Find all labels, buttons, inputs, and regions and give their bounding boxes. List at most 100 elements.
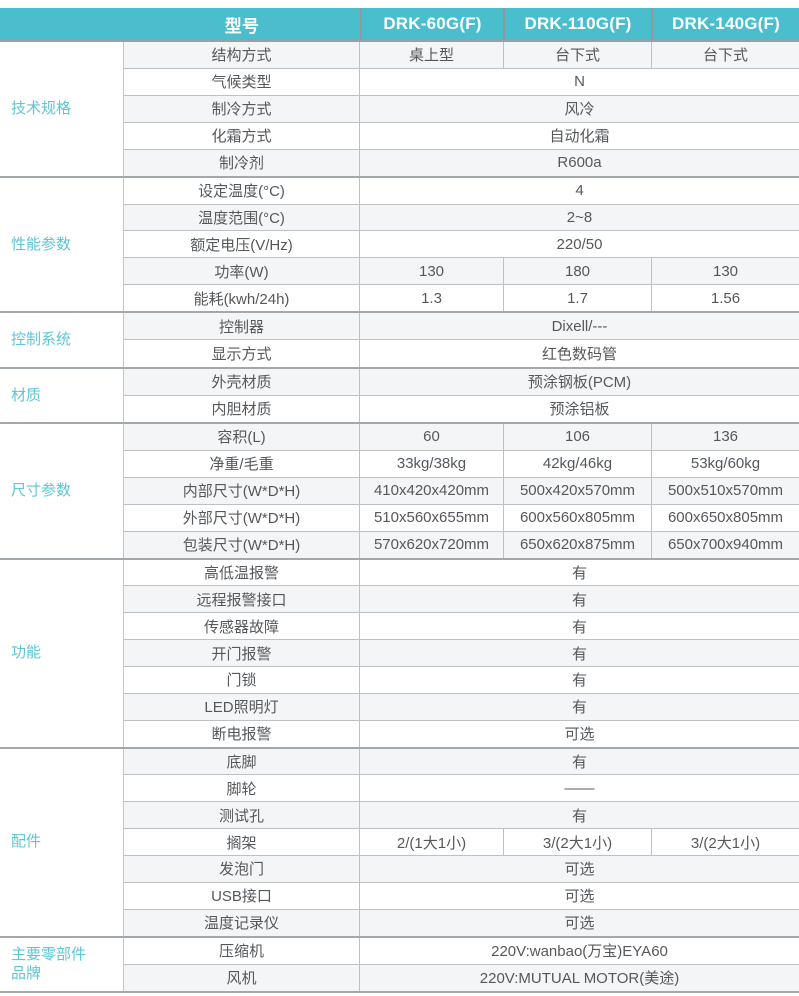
value-cell: 42kg/46kg (503, 450, 651, 477)
row-values: 220/50 (360, 231, 799, 257)
table-row: 温度记录仪 可选 (124, 908, 799, 936)
table-row: 断电报警 可选 (124, 719, 799, 747)
value-cell: 1.7 (503, 285, 651, 312)
row-label: 结构方式 (124, 42, 360, 68)
value-cell-merged: 自动化霜 (549, 128, 610, 146)
row-label: 气候类型 (124, 68, 360, 95)
value-cell: 650x700x940mm (651, 531, 799, 558)
header-model-drk-110g: DRK-110G(F) (503, 8, 651, 40)
row-label: 高低温报警 (124, 559, 360, 586)
category-label: 技术规格 (0, 42, 124, 176)
group-rows: 设定温度(°C) 4 温度范围(°C) 2~8 额定电压(V/Hz) 220/50 功率(W… (124, 177, 799, 312)
table-row: 远程报警接口 有 (124, 585, 799, 613)
table-row: USB接口 可选 (124, 881, 799, 909)
value-cell-merged: 有 (571, 591, 587, 609)
row-label: 压缩机 (124, 937, 360, 964)
value-cell: 桌上型 (408, 47, 454, 65)
value-cell: 500x420x570mm (503, 477, 651, 504)
value-cell: 136 (651, 424, 799, 450)
row-label: 能耗(kwh/24h) (124, 285, 360, 312)
row-values: 桌上型 台下式 台下式 (360, 42, 799, 68)
value-cell-merged: 有 (571, 807, 587, 825)
value-cell: 3/(2大1小) (651, 829, 799, 856)
row-values: Dixell/--- (360, 313, 799, 339)
value-cell-merged: 可选 (564, 726, 595, 744)
group-rows: 外壳材质 预涂钢板(PCM) 内胆材质 预涂铝板 (124, 368, 799, 423)
group-rows: 容积(L) 60 106 136 净重/毛重 33kg/38kg 42kg/46kg 53kg… (124, 424, 799, 558)
value-cell-merged: 有 (571, 699, 587, 717)
spec-group: 材质 外壳材质 预涂钢板(PCM) 内胆材质 预涂铝板 (0, 368, 799, 424)
category-label: 功能 (0, 559, 124, 747)
group-rows: 压缩机 220V:wanbao(万宝)EYA60 风机 220V:MUTUAL MOT… (124, 937, 799, 992)
header-model-label: 型号 (224, 16, 260, 36)
value-cell-merged: 可选 (564, 888, 595, 906)
row-values: 410x420x420mm 500x420x570mm 500x510x570mm (360, 477, 799, 504)
table-row: 能耗(kwh/24h) 1.3 1.7 1.56 (124, 284, 799, 312)
spec-group: 尺寸参数 容积(L) 60 106 136 净重/毛重 33kg/38kg 42kg/46kg… (0, 424, 799, 560)
value-cell-merged: 风冷 (564, 101, 595, 119)
value-cell-merged: 可选 (564, 915, 595, 933)
table-row: 外壳材质 预涂钢板(PCM) (124, 368, 799, 395)
row-label: 风机 (124, 964, 360, 992)
table-row: 发泡门 可选 (124, 855, 799, 882)
row-values: 2~8 (360, 205, 799, 231)
value-cell-merged: Dixell/--- (551, 317, 608, 335)
row-label: LED照明灯 (124, 693, 360, 720)
value-cell: 130 (418, 262, 445, 280)
value-cell: 500x510x570mm (651, 477, 799, 504)
table-row: 结构方式 桌上型 台下式 台下式 (124, 42, 799, 68)
row-values: 可选 (360, 910, 799, 936)
table-row: LED照明灯 有 (124, 692, 799, 720)
row-values: 4 (360, 178, 799, 204)
row-label: 远程报警接口 (124, 586, 360, 613)
row-values: 自动化霜 (360, 123, 799, 149)
row-label: 外壳材质 (124, 368, 360, 395)
table-body: 技术规格 结构方式 桌上型 台下式 台下式 气候类型 N 制冷方式 风冷 化霜方式 自动化霜 制冷剂 R… (0, 42, 799, 993)
category-label: 控制系统 (0, 313, 124, 367)
table-row: 化霜方式 自动化霜 (124, 121, 799, 149)
row-values: 有 (360, 802, 799, 828)
value-cell-merged: 可选 (564, 861, 595, 879)
row-values: 红色数码管 (360, 340, 799, 366)
row-values: 可选 (360, 721, 799, 747)
table-row: 包装尺寸(W*D*H) 570x620x720mm 650x620x875mm 650… (124, 530, 799, 558)
row-label: 温度范围(°C) (124, 204, 360, 231)
value-cell: 1.3 (421, 289, 442, 307)
value-cell: 106 (503, 424, 651, 450)
value-cell: 台下式 (651, 42, 799, 68)
spec-group: 技术规格 结构方式 桌上型 台下式 台下式 气候类型 N 制冷方式 风冷 化霜方式 自动化霜 制冷剂 R… (0, 42, 799, 178)
row-label: 发泡门 (124, 856, 360, 882)
category-label: 材质 (0, 368, 124, 422)
table-row: 制冷方式 风冷 (124, 94, 799, 122)
value-cell: 600x560x805mm (503, 504, 651, 531)
row-values: 可选 (360, 883, 799, 909)
row-values: 可选 (360, 856, 799, 882)
row-label: 传感器故障 (124, 613, 360, 640)
table-row: 气候类型 N (124, 67, 799, 95)
category-label: 主要零部件 品牌 (0, 937, 124, 991)
row-label: 制冷剂 (124, 149, 360, 176)
row-values: 220V:wanbao(万宝)EYA60 (360, 938, 799, 964)
value-cell-merged: 4 (575, 182, 584, 200)
header-model-drk-60g: DRK-60G(F) (360, 8, 503, 40)
row-label: 门锁 (124, 667, 360, 693)
table-row: 额定电压(V/Hz) 220/50 (124, 230, 799, 258)
table-row: 门锁 有 (124, 666, 799, 693)
row-label: 化霜方式 (124, 122, 360, 149)
value-cell: 570x620x720mm (373, 536, 490, 554)
row-values: 130 180 130 (360, 258, 799, 285)
table-row: 内部尺寸(W*D*H) 410x420x420mm 500x420x570mm 500… (124, 476, 799, 504)
row-values: 570x620x720mm 650x620x875mm 650x700x940mm (360, 531, 799, 558)
row-label: 包装尺寸(W*D*H) (124, 531, 360, 558)
table-row: 功率(W) 130 180 130 (124, 257, 799, 285)
value-cell-merged: —— (564, 779, 595, 797)
table-row: 开门报警 有 (124, 639, 799, 667)
table-row: 压缩机 220V:wanbao(万宝)EYA60 (124, 937, 799, 964)
value-cell-merged: N (574, 73, 585, 91)
row-values: 220V:MUTUAL MOTOR(美途) (360, 965, 799, 991)
value-cell-merged: 220/50 (556, 235, 603, 253)
row-values: 有 (360, 640, 799, 666)
row-label: 设定温度(°C) (124, 177, 360, 204)
group-rows: 高低温报警有远程报警接口有传感器故障有开门报警有门锁有 LED照明灯有断电报警 可选 (124, 559, 799, 747)
row-label: 额定电压(V/Hz) (124, 231, 360, 258)
